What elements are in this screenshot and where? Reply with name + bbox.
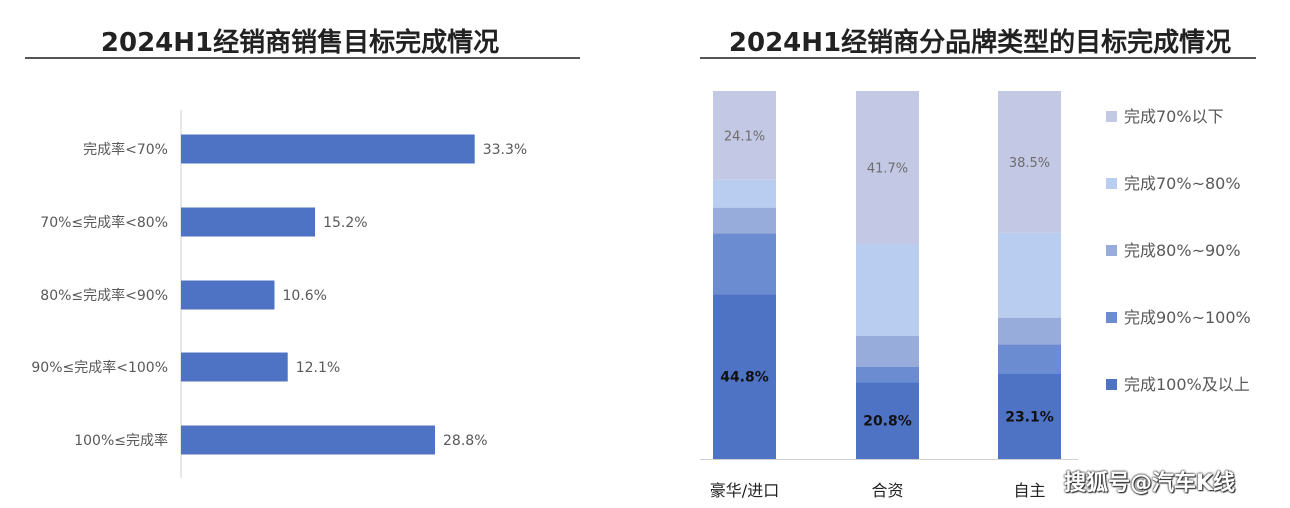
watermark: 搜狐号@汽车K线 — [1064, 471, 1236, 496]
stack-segment — [713, 294, 776, 459]
data-label: 38.5% — [1009, 156, 1050, 171]
data-label: 23.1% — [1005, 409, 1054, 425]
data-label: 33.3% — [483, 142, 527, 158]
legend-swatch — [1106, 312, 1117, 323]
bar — [181, 425, 436, 455]
stack-segment — [856, 382, 919, 459]
legend-label: 完成90%~100% — [1124, 308, 1251, 327]
stack-segment — [998, 317, 1061, 345]
category-label: 合资 — [871, 481, 903, 500]
stack-segment — [856, 244, 919, 336]
legend-label: 完成80%~90% — [1124, 241, 1241, 260]
legend-label: 完成100%及以上 — [1124, 375, 1250, 394]
legend-label: 完成70%~80% — [1124, 174, 1241, 193]
stack-segment — [713, 179, 776, 208]
stack-segment — [998, 232, 1061, 318]
category-label: 90%≤完成率<100% — [31, 359, 168, 376]
legend-swatch — [1106, 245, 1117, 256]
stack-segment — [713, 207, 776, 234]
right-title-underline — [700, 57, 1256, 59]
legend-swatch — [1106, 178, 1117, 189]
data-label: 28.8% — [443, 433, 487, 449]
stack-segment — [713, 233, 776, 295]
category-label: 豪华/进口 — [710, 481, 779, 500]
left-title-underline — [25, 57, 580, 59]
bar — [181, 280, 275, 310]
data-label: 41.7% — [867, 162, 908, 177]
left-chart-title: 2024H1经销商销售目标完成情况 — [100, 28, 500, 58]
category-label: 80%≤完成率<90% — [40, 287, 168, 304]
legend-swatch — [1106, 111, 1117, 122]
category-label: 100%≤完成率 — [74, 432, 168, 449]
category-label: 70%≤完成率<80% — [40, 214, 168, 231]
legend-swatch — [1106, 379, 1117, 390]
stack-segment — [998, 91, 1061, 233]
category-label: 完成率<70% — [83, 141, 168, 158]
stack-segment — [713, 91, 776, 180]
bar — [181, 352, 288, 382]
data-label: 24.1% — [724, 129, 765, 144]
right-stacked-chart: 44.8% 24.1% 豪华/进口 20.8% 41.7% 合资 23.1% 38.5% 自主 — [700, 91, 1078, 500]
data-label: 12.1% — [296, 360, 340, 376]
bar — [181, 134, 475, 164]
data-label: 44.8% — [720, 370, 769, 386]
legend-label: 完成70%以下 — [1124, 107, 1224, 126]
category-label: 自主 — [1013, 481, 1045, 500]
stack-segment — [998, 373, 1061, 459]
stack-segment — [998, 344, 1061, 374]
stack-segment — [856, 367, 919, 383]
right-chart-title: 2024H1经销商分品牌类型的目标完成情况 — [728, 28, 1232, 58]
bar — [181, 207, 316, 237]
data-label: 10.6% — [282, 288, 326, 304]
data-label: 20.8% — [863, 414, 912, 430]
left-bar-chart: 完成率<70% 33.3% 70%≤完成率<80% 15.2% 80%≤完成率<90% 1… — [31, 110, 527, 478]
data-label: 15.2% — [323, 215, 367, 231]
stack-segment — [856, 91, 919, 245]
stack-segment — [856, 335, 919, 367]
